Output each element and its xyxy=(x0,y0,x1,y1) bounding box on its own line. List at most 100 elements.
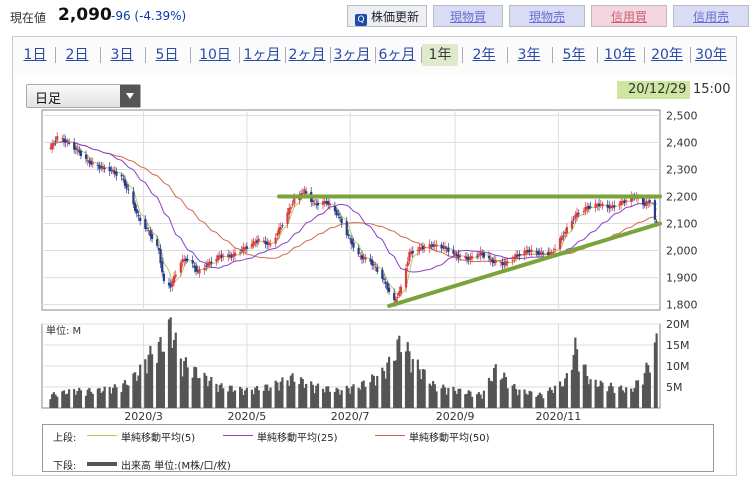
candle-body xyxy=(137,215,140,217)
volume-bar xyxy=(161,351,164,408)
margin-sell-button[interactable]: 信用売 xyxy=(673,5,749,27)
candle-body xyxy=(525,250,528,254)
volume-bar xyxy=(179,358,182,408)
candle-body xyxy=(305,191,308,194)
volume-bar xyxy=(61,391,64,408)
candle-body xyxy=(191,260,194,264)
period-tab-3d[interactable]: 3日 xyxy=(110,47,134,63)
volume-bar xyxy=(360,381,364,408)
cash-buy-button[interactable]: 現物買 xyxy=(433,5,503,27)
volume-bar xyxy=(494,364,497,408)
volume-bar xyxy=(250,389,254,408)
period-tab-1m[interactable]: 1ヶ月 xyxy=(243,47,281,63)
candle-body xyxy=(242,247,245,252)
volume-bar xyxy=(157,341,160,408)
candle-body xyxy=(430,245,433,247)
candle-body xyxy=(584,206,587,211)
volume-bar xyxy=(506,388,509,408)
candle-body xyxy=(61,138,64,140)
interval-select[interactable]: 日足 xyxy=(26,84,141,108)
period-tab-5y[interactable]: 5年 xyxy=(562,47,586,63)
period-tab-2m[interactable]: 2ヶ月 xyxy=(288,47,326,63)
period-tab-1d[interactable]: 1日 xyxy=(23,47,47,63)
candle-body xyxy=(418,246,421,251)
period-tab-10y[interactable]: 10年 xyxy=(604,47,636,63)
volume-bar xyxy=(548,387,552,408)
volume-bar xyxy=(337,389,340,408)
volume-bar xyxy=(222,388,225,408)
period-tab-2d[interactable]: 2日 xyxy=(65,47,89,63)
refresh-price-button[interactable]: Q 株価更新 xyxy=(347,5,427,27)
volume-bar xyxy=(399,352,403,408)
period-tab-3y[interactable]: 3年 xyxy=(517,47,541,63)
volume-bar xyxy=(655,333,658,408)
volume-bar xyxy=(269,387,272,408)
volume-bar xyxy=(611,386,614,408)
candle-body xyxy=(216,255,220,260)
volume-bar xyxy=(597,386,601,408)
candle-body xyxy=(289,207,292,209)
period-tab-5d[interactable]: 5日 xyxy=(155,47,179,63)
period-tab-2y[interactable]: 2年 xyxy=(472,47,496,63)
period-tab-20y[interactable]: 20年 xyxy=(651,47,683,63)
volume-bar xyxy=(227,391,230,408)
volume-bar xyxy=(174,332,177,408)
volume-bar xyxy=(396,339,399,408)
divider xyxy=(462,47,463,63)
volume-bar xyxy=(345,385,348,408)
volume-bar xyxy=(489,380,492,408)
volume-bar xyxy=(623,392,626,408)
volume-bar xyxy=(479,394,482,408)
period-tab-6m[interactable]: 6ヶ月 xyxy=(378,47,416,63)
volume-bar xyxy=(384,378,387,408)
period-tab-30y[interactable]: 30年 xyxy=(695,47,727,63)
volume-bar xyxy=(289,375,292,408)
volume-bar xyxy=(78,387,81,408)
volume-bar xyxy=(206,386,210,408)
volume-bar xyxy=(647,364,650,408)
volume-bar xyxy=(62,390,66,408)
volume-bar xyxy=(49,399,52,408)
cash-sell-button[interactable]: 現物売 xyxy=(509,5,585,27)
candle-body xyxy=(233,252,237,257)
candle-body xyxy=(122,178,125,180)
date-highlight xyxy=(617,81,690,99)
margin-buy-button[interactable]: 信用買 xyxy=(591,5,667,27)
candle-body xyxy=(333,206,337,212)
volume-bar xyxy=(574,337,577,408)
candle-body xyxy=(481,253,484,255)
period-tab-3m[interactable]: 3ヶ月 xyxy=(333,47,371,63)
candle-body xyxy=(459,255,462,258)
candle-body xyxy=(230,254,233,258)
volume-bar xyxy=(232,391,235,408)
candle-body xyxy=(327,201,330,205)
candle-body xyxy=(613,205,616,208)
candle-body xyxy=(125,183,128,189)
volume-bar xyxy=(430,385,433,408)
volume-bar xyxy=(359,389,362,408)
candle-body xyxy=(518,253,521,256)
period-tab-1y[interactable]: 1年 xyxy=(422,44,458,66)
volume-bar xyxy=(210,377,213,408)
volume-bar xyxy=(159,336,162,408)
volume-bar xyxy=(645,362,648,408)
candle-body xyxy=(457,254,460,259)
candle-body xyxy=(399,286,403,294)
volume-bar xyxy=(352,384,355,408)
divider xyxy=(330,47,331,63)
volume-bar xyxy=(112,387,115,408)
candle-body xyxy=(210,261,213,264)
candle-body xyxy=(171,280,174,287)
support-trendline xyxy=(387,221,662,308)
volume-bar xyxy=(398,335,401,408)
candle-body xyxy=(433,244,436,247)
volume-bar xyxy=(457,388,460,408)
volume-bar xyxy=(596,387,599,408)
candle-body xyxy=(582,210,585,213)
candle-body xyxy=(550,251,553,255)
divider xyxy=(597,47,598,63)
candle-body xyxy=(479,251,482,256)
volume-bar xyxy=(621,390,624,408)
period-tab-10d[interactable]: 10日 xyxy=(199,47,231,63)
divider xyxy=(375,47,376,63)
